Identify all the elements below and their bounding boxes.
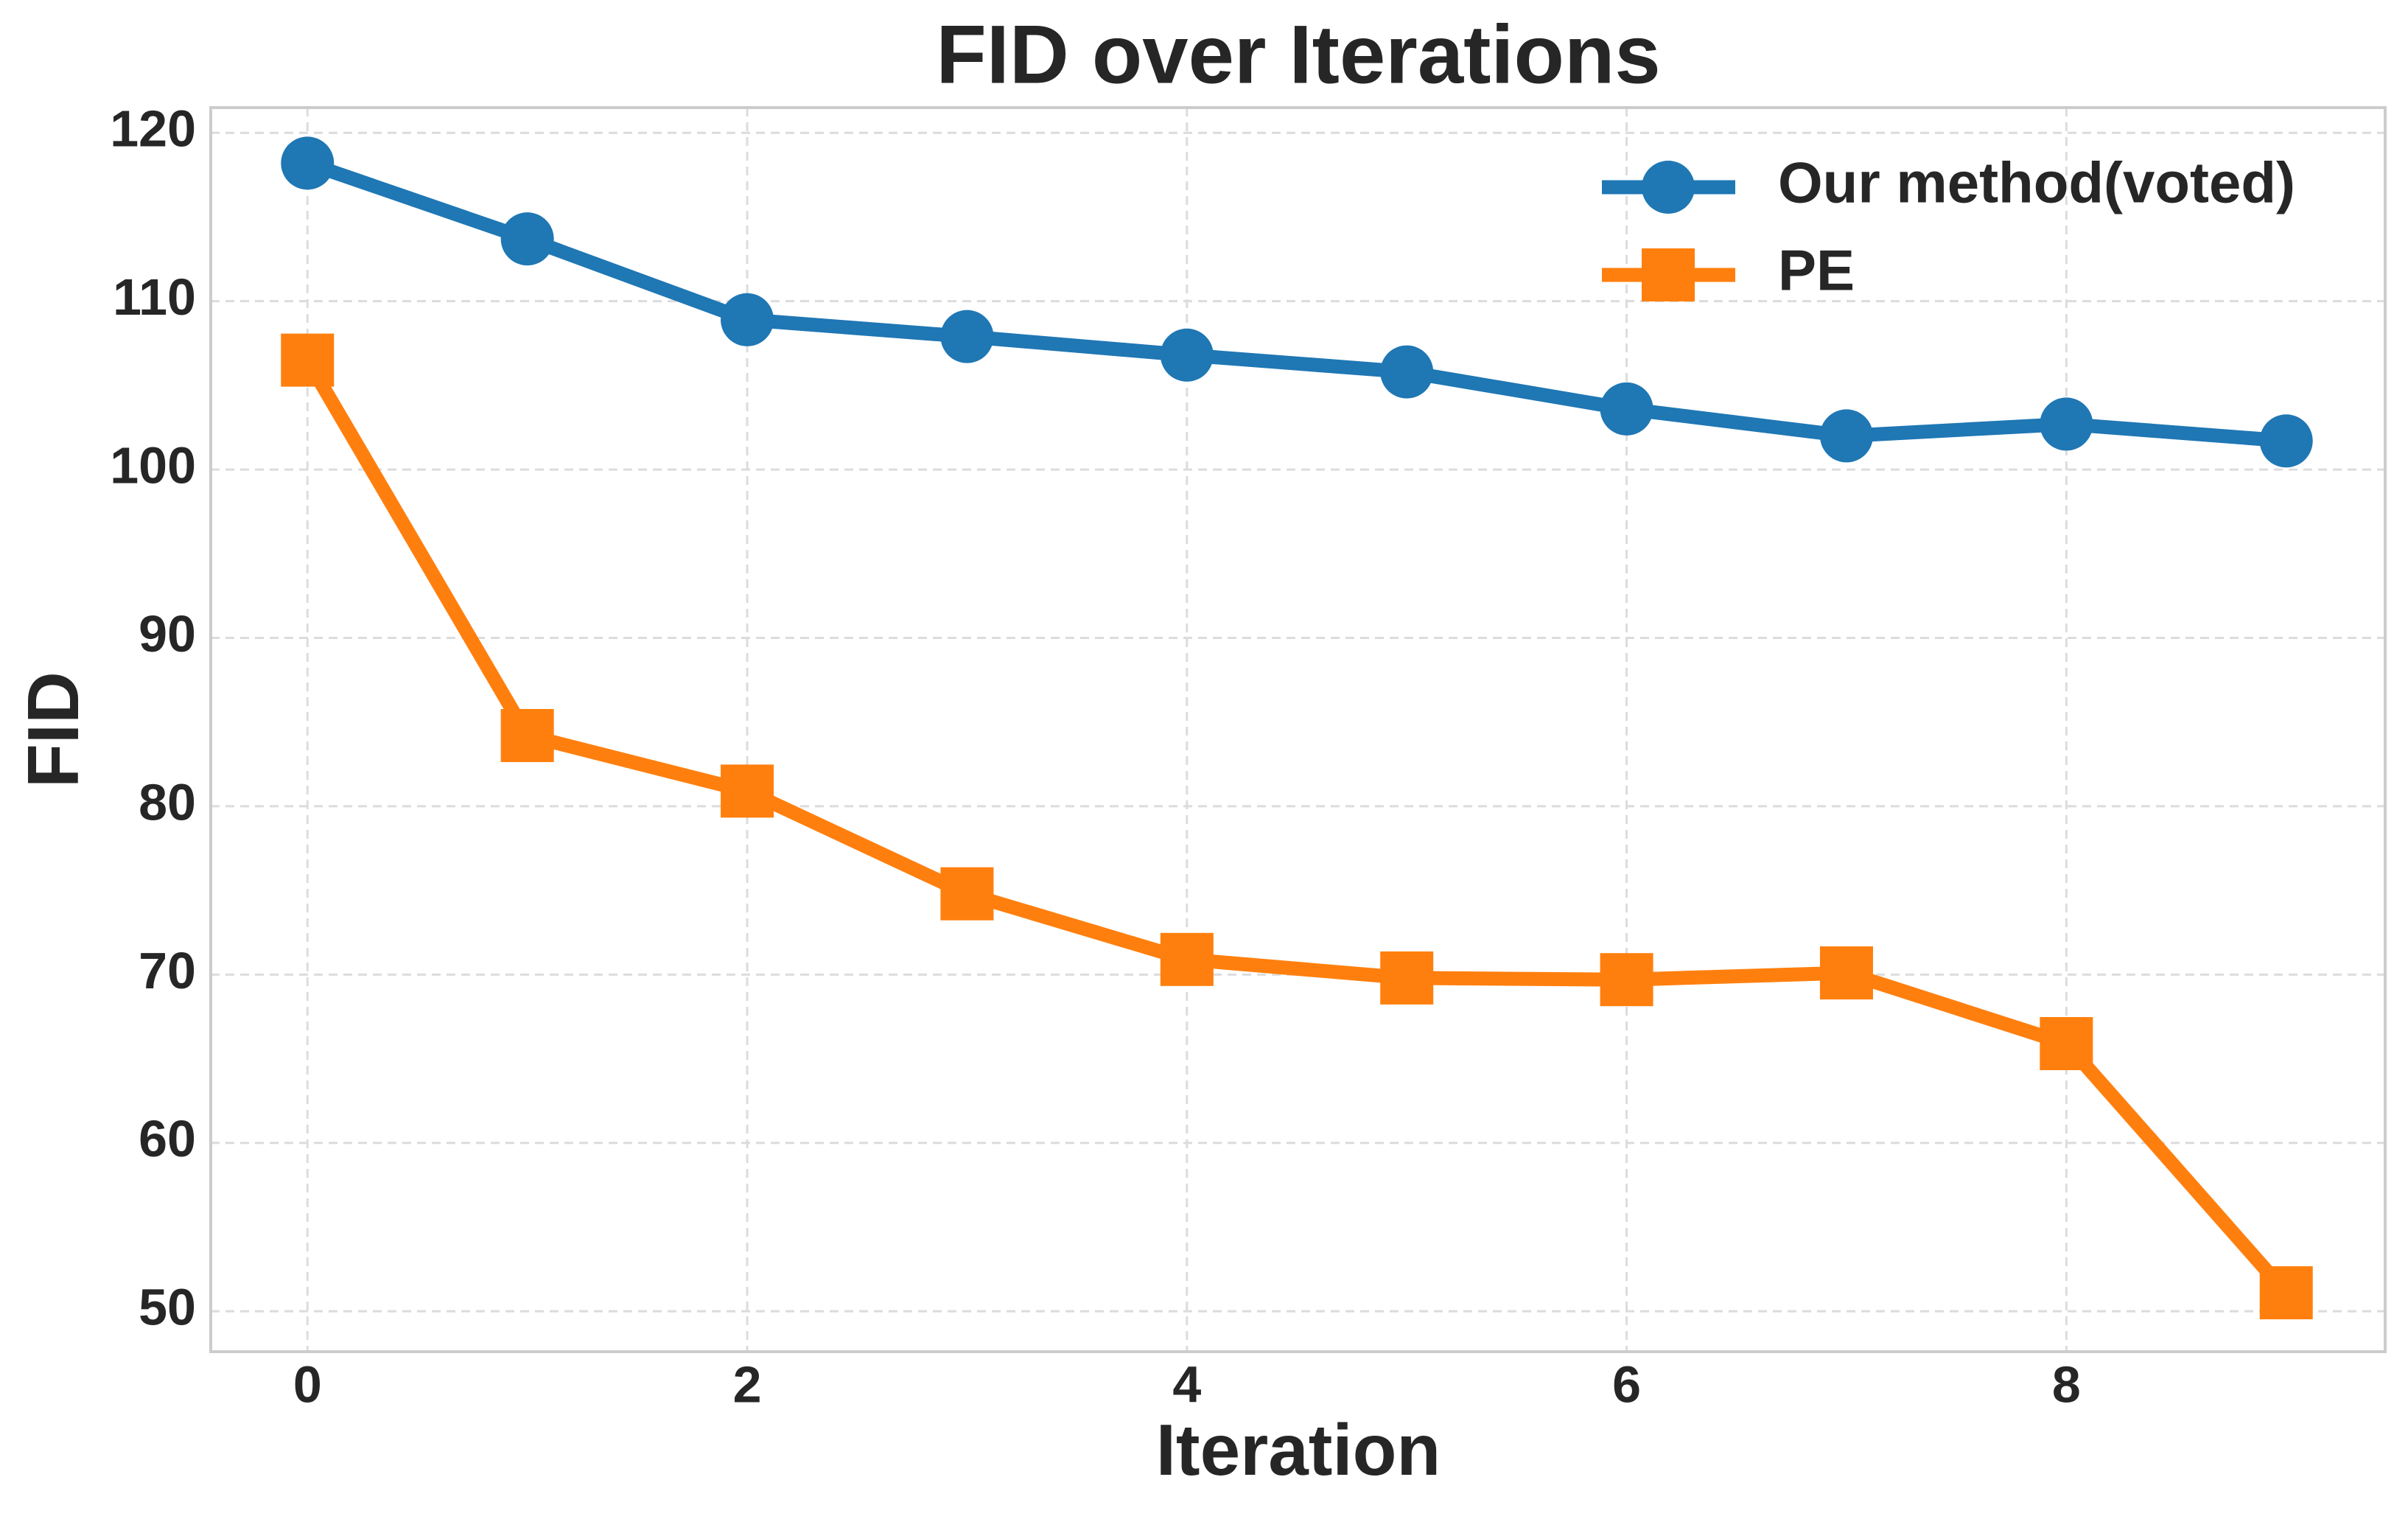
marker-circle	[940, 310, 994, 363]
series-line	[305, 156, 2287, 448]
y-tick-label: 70	[139, 942, 196, 999]
legend-label: PE	[1778, 238, 1855, 303]
legend-marker	[1642, 161, 1695, 214]
marker-square	[940, 867, 994, 921]
marker-circle	[2040, 397, 2093, 451]
marker-square	[1819, 946, 1873, 1000]
marker-circle	[1819, 409, 1873, 463]
marker-circle	[1600, 382, 1653, 436]
marker-square	[1160, 932, 1214, 986]
y-axis-label: FID	[13, 671, 94, 788]
y-tick-label: 90	[139, 605, 196, 663]
y-tick-label: 50	[139, 1279, 196, 1336]
y-tick-label: 60	[139, 1110, 196, 1167]
marker-circle	[1160, 328, 1214, 382]
legend-label: Our method(voted)	[1778, 150, 2295, 215]
x-tick-label: 2	[733, 1355, 762, 1413]
x-tick-label: 0	[293, 1355, 322, 1413]
marker-square	[2040, 1016, 2093, 1070]
x-tick-label: 6	[1612, 1355, 1641, 1413]
marker-square	[721, 764, 774, 818]
marker-circle	[721, 293, 774, 346]
legend-marker	[1642, 248, 1695, 301]
marker-circle	[500, 212, 554, 266]
marker-square	[2259, 1266, 2313, 1320]
x-tick-label: 4	[1172, 1355, 1201, 1413]
y-tick-label: 80	[139, 773, 196, 831]
y-tick-label: 120	[110, 100, 196, 158]
marker-square	[281, 333, 335, 387]
plot-frame	[209, 106, 2387, 1353]
y-tick-label: 100	[110, 437, 196, 495]
legend: Our method(voted) PE	[1602, 150, 2295, 303]
marker-square	[500, 708, 554, 762]
x-axis-label: Iteration	[1156, 1409, 1441, 1490]
series-line	[301, 356, 2292, 1298]
marker-circle	[281, 136, 335, 190]
y-tick-label: 110	[113, 268, 196, 326]
marker-circle	[1380, 345, 1434, 399]
marker-square	[1600, 953, 1653, 1007]
x-tick-label: 8	[2052, 1355, 2081, 1413]
marker-circle	[2259, 414, 2313, 468]
chart-title: FID over Iterations	[936, 9, 1660, 101]
marker-square	[1380, 951, 1434, 1005]
